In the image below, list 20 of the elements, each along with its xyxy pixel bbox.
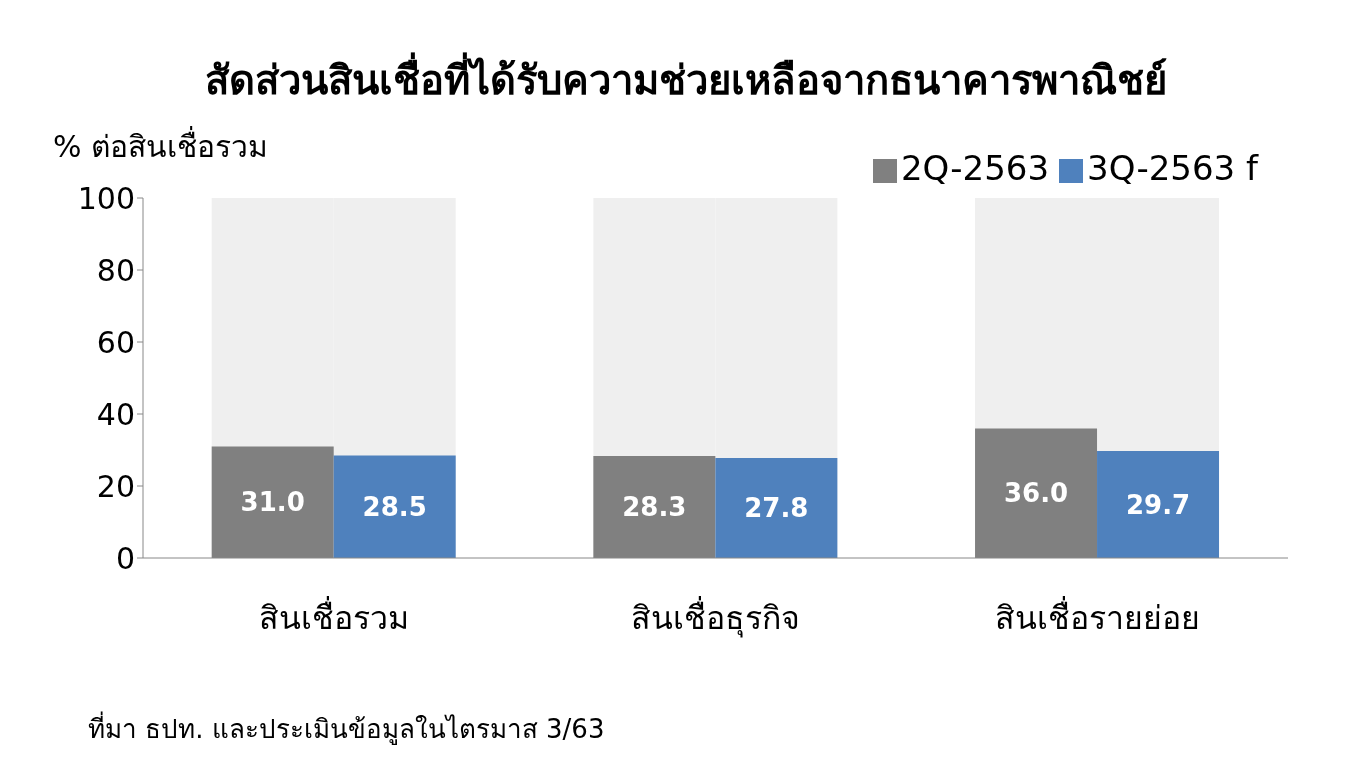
data-label: 28.3 — [622, 492, 687, 523]
y-tick-label: 60 — [96, 324, 135, 360]
x-tick-label: สินเชื่อรายย่อย — [994, 595, 1200, 637]
x-tick-label: สินเชื่อรวม — [258, 595, 409, 637]
data-label: 36.0 — [1003, 478, 1069, 509]
text: ที่มา ธปท. และประเมินข้อมูลในไตรมาส 3/63 — [88, 710, 605, 747]
y-tick-label: 100 — [77, 180, 135, 216]
data-label: 28.5 — [362, 491, 427, 522]
chart-title: สัดส่วนสินเชื่อที่ได้รับความช่วยเหลือจากธนาคารพาณิชย์ — [204, 51, 1168, 105]
data-label: 31.0 — [240, 487, 305, 518]
legend-label: 3Q-2563 f — [1087, 148, 1258, 188]
y-tick-label: 80 — [96, 252, 135, 288]
x-tick-label: สินเชื่อธุรกิจ — [631, 595, 800, 638]
y-tick-label: 20 — [96, 468, 135, 504]
legend-label: 2Q-2563 — [900, 148, 1050, 188]
data-label: 27.8 — [744, 492, 809, 523]
data-label: 29.7 — [1125, 489, 1191, 520]
y-tick-label: 40 — [96, 396, 135, 432]
y-tick-label: 0 — [115, 540, 135, 576]
y-axis-title: % ต่อสินเชื่อรวม — [53, 125, 269, 166]
